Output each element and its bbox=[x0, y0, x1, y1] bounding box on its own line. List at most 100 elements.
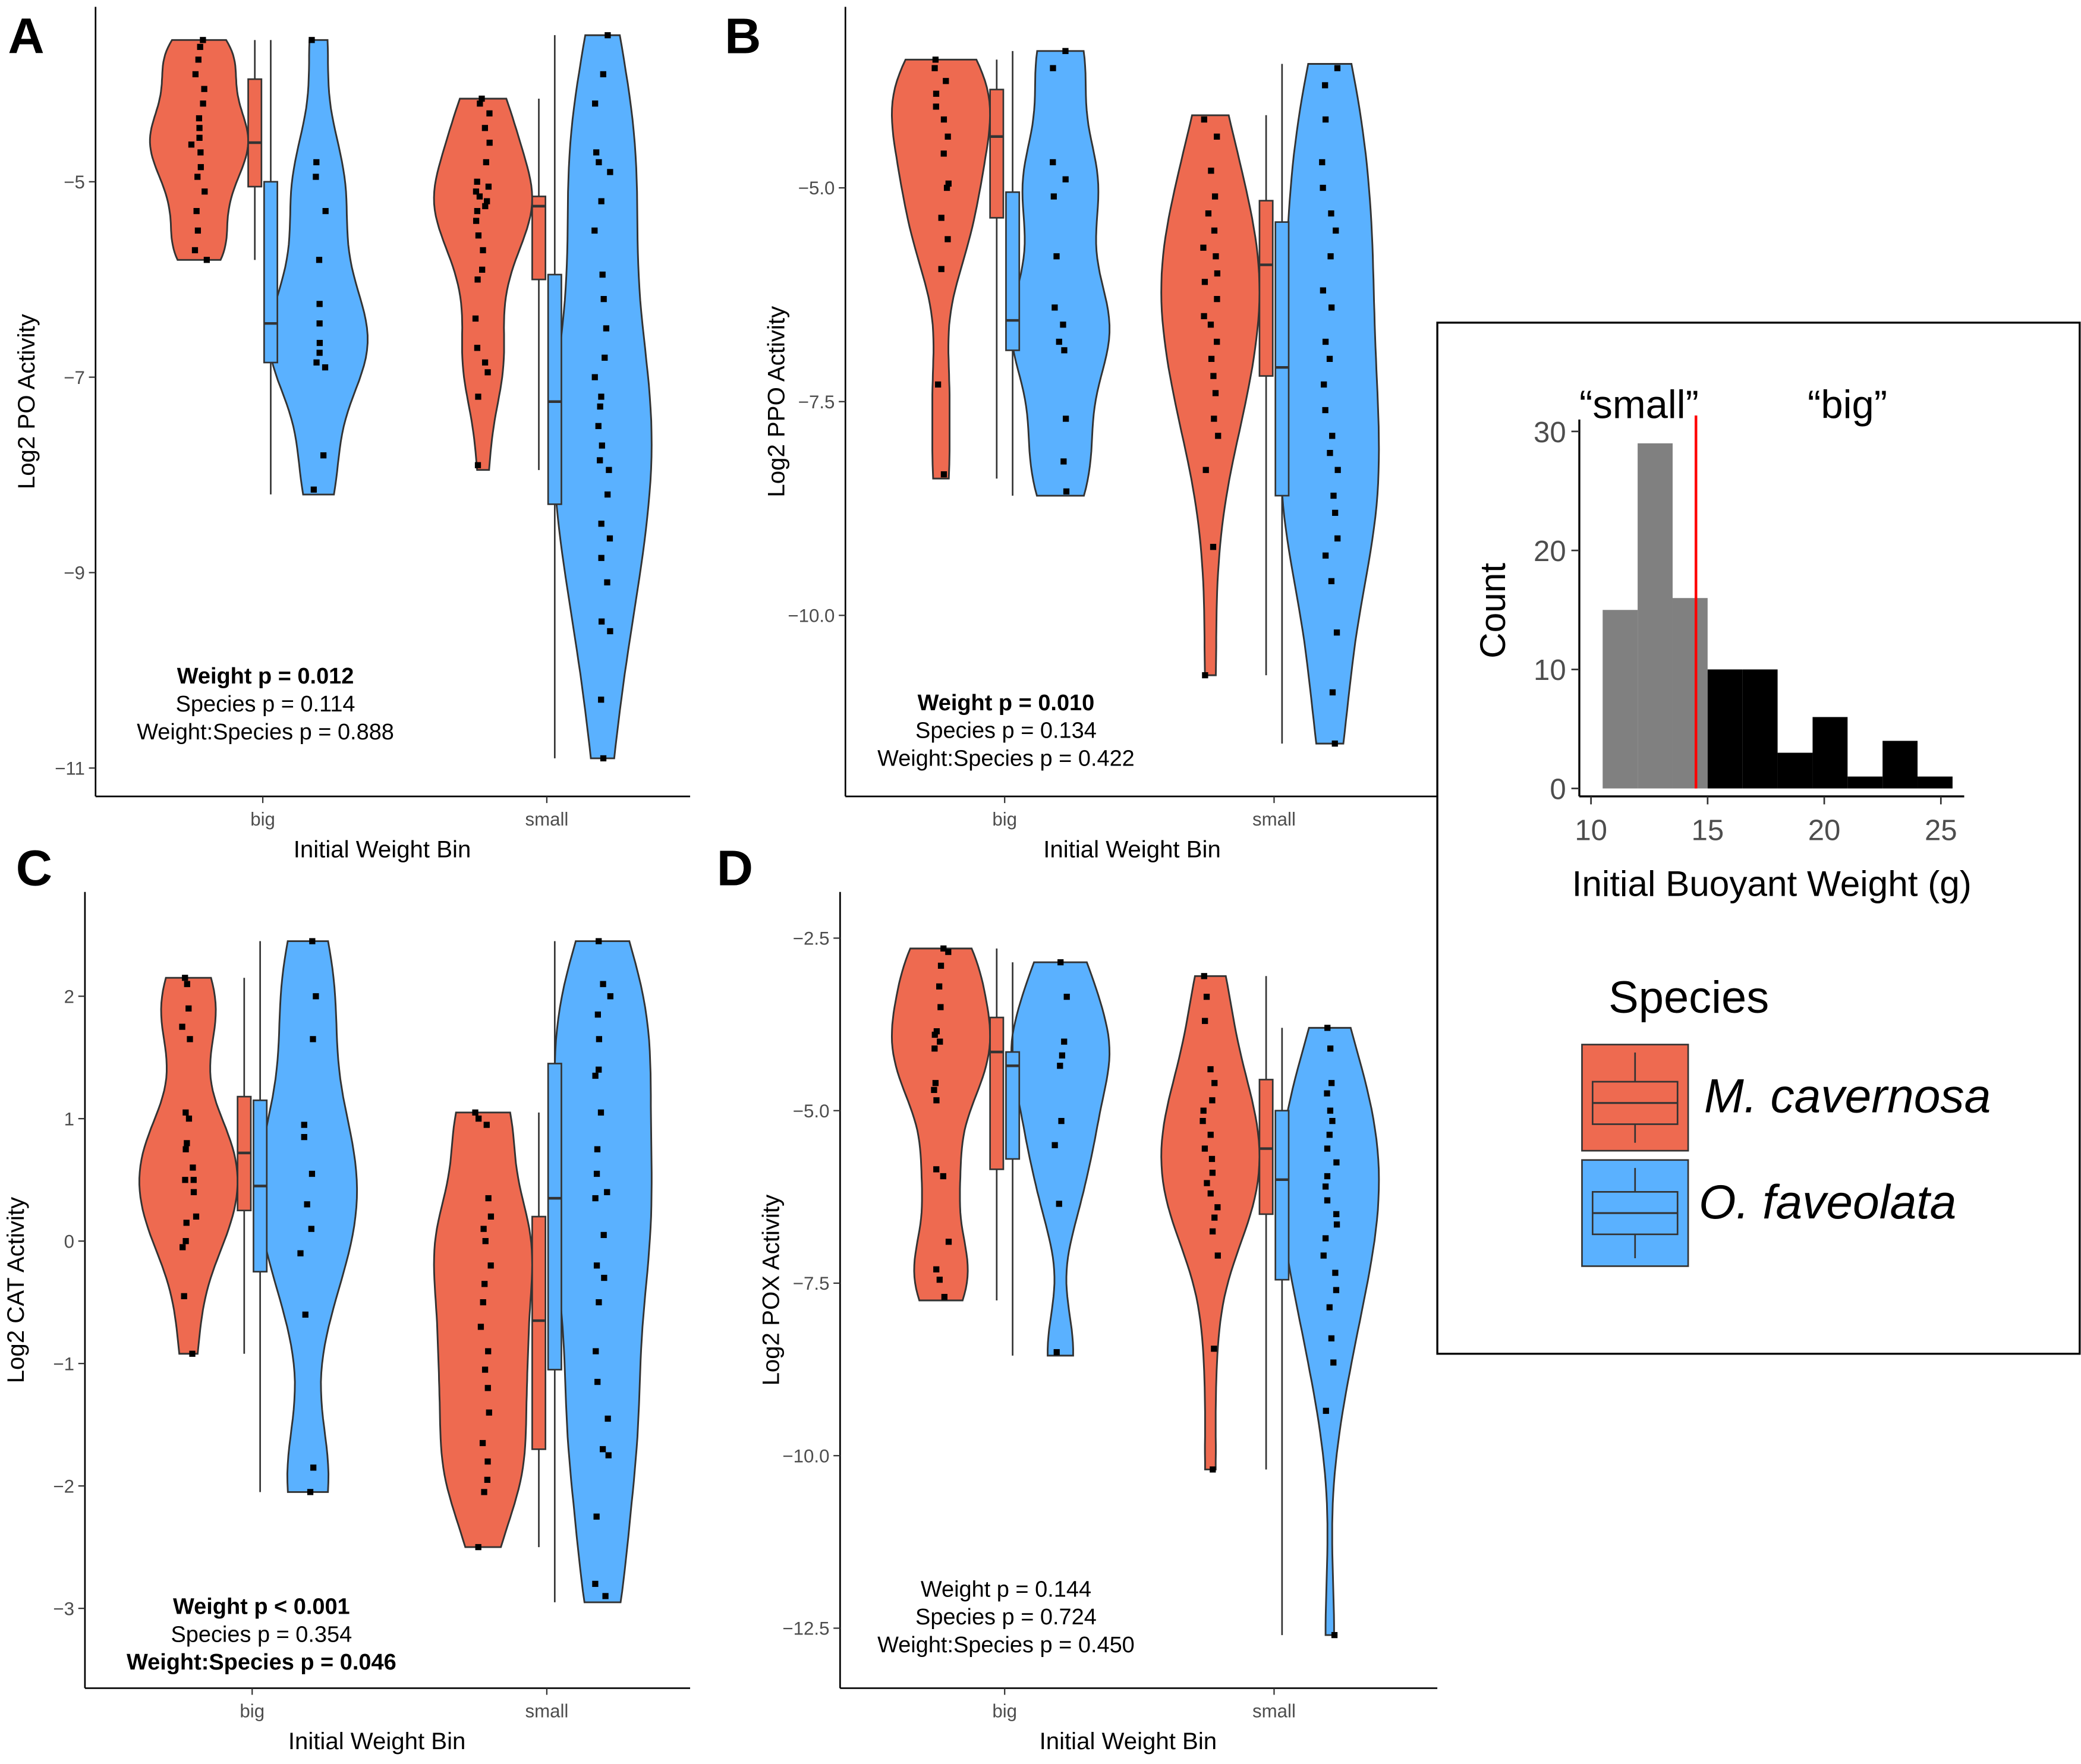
box bbox=[1258, 1079, 1274, 1215]
data-point bbox=[607, 993, 613, 1000]
data-point bbox=[1328, 1080, 1335, 1086]
data-point bbox=[1201, 116, 1207, 123]
data-point bbox=[190, 1189, 197, 1195]
stat-line: Species p = 0.354 bbox=[171, 1622, 352, 1647]
data-point bbox=[597, 403, 603, 410]
data-point bbox=[592, 1580, 599, 1587]
data-point bbox=[1327, 1045, 1334, 1052]
histogram-bar bbox=[1707, 669, 1743, 789]
series-small-mcav bbox=[1160, 114, 1274, 679]
data-point bbox=[1333, 1211, 1340, 1218]
data-point bbox=[1050, 193, 1057, 200]
data-point bbox=[1202, 1018, 1208, 1024]
series-small-mcav bbox=[1160, 973, 1274, 1473]
data-point bbox=[1320, 1252, 1327, 1259]
x-tick-label: small bbox=[1252, 1701, 1296, 1722]
data-point bbox=[1050, 65, 1056, 71]
data-point bbox=[316, 301, 323, 307]
histogram-bar bbox=[1603, 610, 1638, 789]
data-point bbox=[931, 1045, 938, 1052]
panel-b: B −10.0 −7.5 −5.0 big small Initial Weight Bin… bbox=[725, 7, 1440, 863]
data-point bbox=[182, 1146, 189, 1152]
data-point bbox=[481, 1281, 488, 1287]
data-point bbox=[940, 116, 947, 123]
data-point bbox=[197, 164, 204, 171]
data-point bbox=[596, 1036, 603, 1042]
violin bbox=[552, 940, 653, 1604]
data-point bbox=[482, 203, 489, 209]
data-point bbox=[1211, 1346, 1217, 1352]
data-point bbox=[1331, 740, 1338, 747]
y-axis-title: Log2 PPO Activity bbox=[763, 305, 790, 497]
data-point bbox=[598, 618, 605, 625]
inset-y-tick-label: 0 bbox=[1550, 773, 1566, 805]
y-tick-label: −11 bbox=[55, 758, 85, 779]
data-point bbox=[599, 271, 606, 278]
data-point bbox=[1213, 253, 1219, 260]
data-point bbox=[1201, 313, 1207, 320]
data-point bbox=[201, 86, 207, 92]
y-tick-label: −3 bbox=[53, 1598, 74, 1619]
y-tick-label: 2 bbox=[64, 986, 74, 1007]
x-tick-label: big bbox=[250, 809, 275, 830]
data-point bbox=[483, 159, 490, 166]
data-point bbox=[932, 56, 939, 63]
data-point bbox=[1214, 338, 1220, 345]
histogram-bar bbox=[1847, 776, 1883, 789]
data-point bbox=[487, 1213, 495, 1220]
data-point bbox=[945, 236, 951, 242]
data-point bbox=[1328, 1335, 1335, 1341]
data-point bbox=[1329, 1117, 1336, 1124]
data-point bbox=[599, 442, 605, 449]
data-point bbox=[931, 65, 938, 71]
data-point bbox=[316, 339, 323, 346]
violin bbox=[1010, 961, 1111, 1357]
stat-line: Weight p = 0.012 bbox=[177, 664, 354, 689]
stat-line: Weight:Species p = 0.046 bbox=[127, 1650, 396, 1675]
y-tick-label: −10.0 bbox=[788, 606, 835, 626]
data-point bbox=[597, 457, 603, 464]
data-point bbox=[1051, 1142, 1058, 1148]
data-point bbox=[596, 1066, 602, 1073]
data-point bbox=[1321, 381, 1327, 388]
data-point bbox=[480, 1226, 487, 1232]
data-point bbox=[1210, 373, 1217, 379]
data-point bbox=[1210, 1466, 1216, 1473]
data-point bbox=[310, 486, 317, 493]
data-point bbox=[600, 296, 607, 303]
data-point bbox=[478, 95, 485, 102]
data-point bbox=[474, 276, 481, 283]
data-point bbox=[185, 1115, 193, 1122]
x-tick-label: small bbox=[525, 1701, 568, 1722]
y-tick-label: −2 bbox=[53, 1476, 74, 1497]
data-point bbox=[486, 110, 493, 116]
series-big-ofav bbox=[1005, 48, 1111, 497]
data-point bbox=[603, 325, 610, 332]
series-big-mcav bbox=[149, 37, 263, 263]
x-axis-title: Initial Weight Bin bbox=[288, 1728, 466, 1754]
data-point bbox=[598, 393, 605, 400]
data-point bbox=[1329, 433, 1336, 439]
data-point bbox=[479, 1439, 486, 1447]
y-tick-label: −9 bbox=[64, 563, 85, 584]
data-point bbox=[605, 1415, 611, 1422]
data-point bbox=[593, 1262, 600, 1269]
data-point bbox=[1204, 1180, 1210, 1186]
stat-line: Weight:Species p = 0.450 bbox=[877, 1633, 1135, 1658]
data-point bbox=[313, 159, 320, 166]
data-point bbox=[1322, 552, 1329, 559]
data-point bbox=[481, 1366, 489, 1373]
data-point bbox=[191, 247, 199, 254]
data-point bbox=[474, 178, 480, 185]
data-point bbox=[1324, 1025, 1331, 1031]
histogram-inset: 0 10 20 30 10 15 20 25 Initial Buoyant Weight (g… bbox=[1436, 322, 2081, 1355]
data-point bbox=[190, 1164, 196, 1171]
violin bbox=[433, 97, 533, 471]
data-point bbox=[304, 1201, 310, 1208]
data-point bbox=[600, 71, 606, 78]
x-tick-label: big bbox=[992, 809, 1017, 830]
series-big-mcav bbox=[890, 56, 1005, 480]
data-point bbox=[1060, 458, 1067, 465]
box bbox=[1274, 1110, 1290, 1281]
